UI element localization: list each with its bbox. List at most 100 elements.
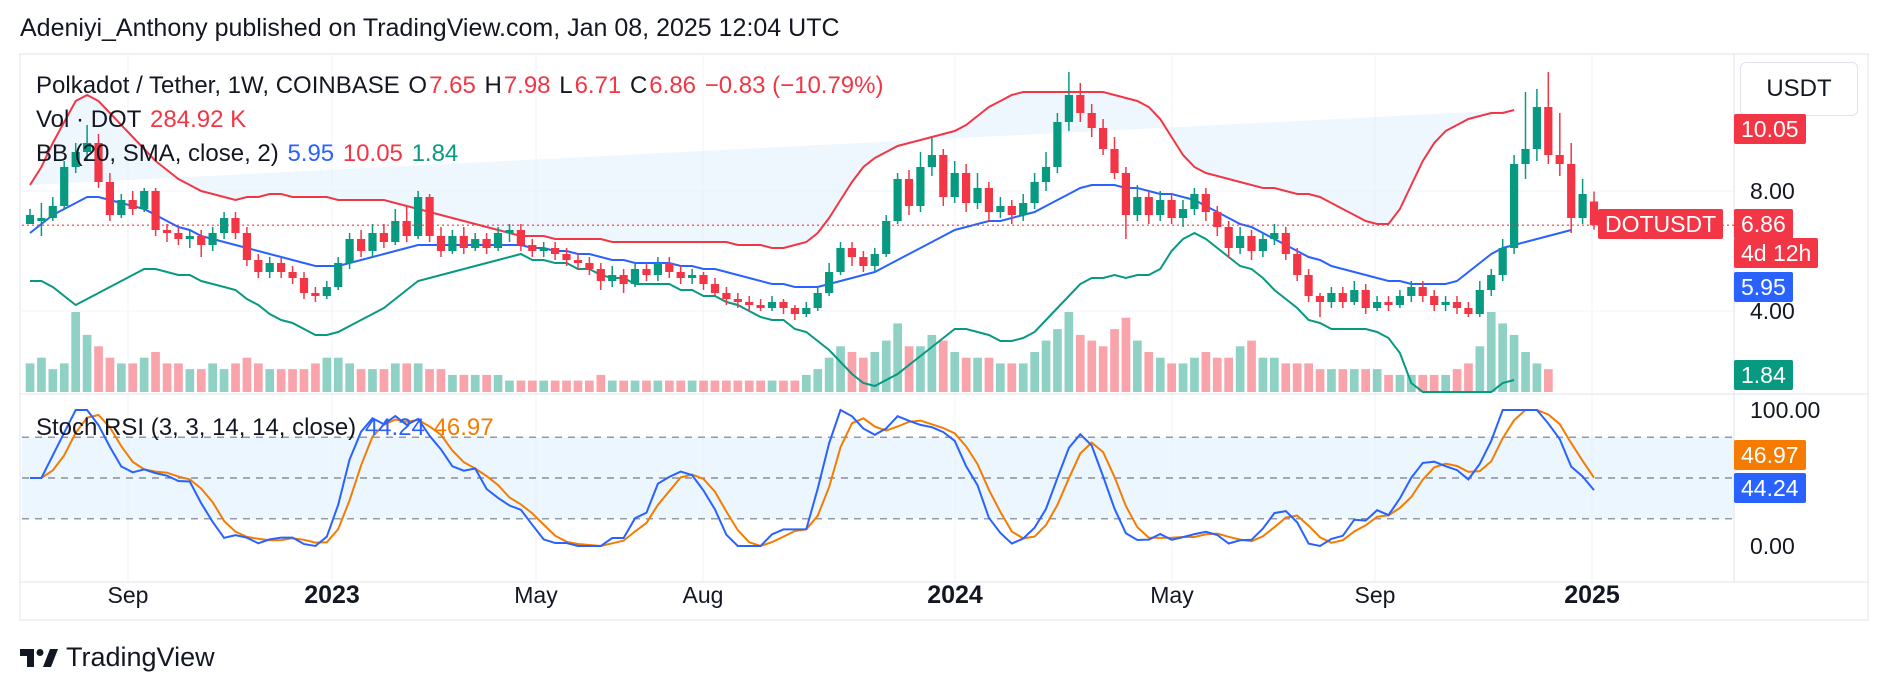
candle-body — [71, 152, 80, 167]
volume-bar — [596, 374, 606, 392]
volume-bar — [1361, 369, 1370, 392]
candle-body — [847, 248, 856, 257]
volume-bar — [71, 312, 80, 392]
time-tick-label: 2025 — [1564, 581, 1620, 609]
volume-bar — [916, 346, 925, 392]
legend-stoch-label: Stoch RSI (3, 3, 14, 14, close) — [36, 414, 357, 441]
volume-bar — [607, 380, 617, 392]
candle-body — [25, 215, 35, 224]
candle-body — [448, 236, 457, 251]
volume-bar — [950, 352, 960, 392]
volume-bar — [1167, 363, 1176, 392]
candle-body — [1487, 275, 1496, 290]
candle-body — [505, 230, 514, 233]
axes: 8.00 4.00 100.00 0.00 Sep 2023 May Aug 2024 May Se… — [108, 178, 1821, 609]
candle-body — [585, 263, 594, 269]
candle-body — [220, 218, 229, 233]
volume-bar — [231, 363, 240, 392]
volume-bar — [687, 380, 697, 392]
candle-body — [83, 143, 92, 152]
currency-button[interactable]: USDT — [1740, 62, 1858, 116]
volume-bar — [265, 369, 275, 392]
legend-high: 7.98 — [503, 72, 551, 99]
candle-body — [825, 272, 834, 293]
bb-lower-line — [30, 231, 1515, 393]
volume-bar — [311, 363, 320, 392]
time-tick-label: 2024 — [927, 581, 983, 609]
legend-symbol: Polkadot / Tether, 1W, COINBASE — [36, 72, 400, 99]
candle-body — [1144, 197, 1153, 215]
volume-bar — [733, 380, 743, 392]
legend-ohlc: Polkadot / Tether, 1W, COINBASE O7.65 H7… — [36, 72, 885, 100]
candle-body — [208, 233, 217, 245]
candle-body — [1521, 149, 1530, 164]
candle-body — [128, 200, 137, 209]
candle-body — [231, 218, 240, 233]
bb-upper-line — [29, 91, 1515, 249]
volume-bar — [345, 363, 354, 392]
candle-body — [299, 278, 309, 293]
volume-bar — [870, 352, 880, 392]
legend-bb: BB (20, SMA, close, 2) 5.95 10.05 1.84 — [36, 140, 460, 168]
volume-bar — [1121, 317, 1131, 392]
volume-bar — [516, 380, 526, 392]
candle-body — [94, 143, 103, 182]
candle-body — [391, 221, 400, 242]
volume-bar — [174, 363, 183, 392]
price-tick-label: 4.00 — [1750, 298, 1795, 324]
volume-bar — [322, 357, 332, 392]
candle-body — [1510, 164, 1519, 248]
candle-body — [756, 305, 765, 308]
bb-basis-line — [29, 184, 1572, 288]
candle-body — [1213, 212, 1222, 227]
volume-bar — [482, 374, 491, 392]
time-tick-label: Sep — [1355, 582, 1396, 608]
volume-bar — [973, 357, 982, 392]
tag-bb-lower: 1.84 — [1734, 360, 1793, 390]
candle-body — [1350, 290, 1359, 302]
volume-bar — [1315, 369, 1325, 392]
legend-stoch-k: 44.24 — [364, 414, 425, 441]
candle-body — [1327, 293, 1336, 302]
volume-bar — [505, 380, 514, 392]
time-tick-label: May — [1150, 582, 1194, 608]
candle-body — [745, 302, 754, 305]
candle-body — [1464, 308, 1473, 314]
volume-bar — [1327, 369, 1336, 392]
candle-body — [904, 179, 914, 206]
volume-bar — [1486, 312, 1496, 392]
volume-bar — [1475, 346, 1485, 392]
volume-bar — [984, 357, 994, 392]
candle-body — [185, 236, 194, 239]
legend-bb-upper: 10.05 — [342, 140, 403, 167]
candle-body — [619, 275, 628, 284]
volume-bar — [151, 352, 160, 392]
candle-body — [642, 269, 651, 275]
candle-body — [288, 272, 297, 278]
candle-body — [345, 239, 354, 263]
legend-bb-lower: 1.84 — [411, 140, 459, 167]
price-tick-label: 8.00 — [1750, 178, 1795, 204]
candle-body — [802, 308, 811, 314]
candle-body — [882, 221, 891, 254]
candle-body — [1441, 302, 1450, 305]
volume-bar — [94, 346, 103, 392]
volume-bar — [1544, 369, 1553, 392]
volume-bar — [1270, 357, 1279, 392]
price-pane — [22, 72, 1734, 393]
candle-body — [1281, 233, 1290, 254]
candle-body — [973, 188, 982, 203]
volume-bar — [630, 380, 640, 392]
legend-vol-value: 284.92 K — [150, 106, 247, 133]
volume-bar — [391, 363, 400, 392]
candle-body — [1167, 200, 1176, 218]
volume-bar — [699, 380, 708, 392]
volume-bar — [1384, 374, 1393, 392]
tradingview-brand[interactable]: TradingView — [20, 642, 215, 673]
stoch-pane — [22, 408, 1734, 548]
candle-body — [1361, 290, 1370, 308]
candle-body — [277, 263, 286, 272]
candle-body — [1007, 206, 1016, 215]
candle-body — [379, 233, 388, 242]
